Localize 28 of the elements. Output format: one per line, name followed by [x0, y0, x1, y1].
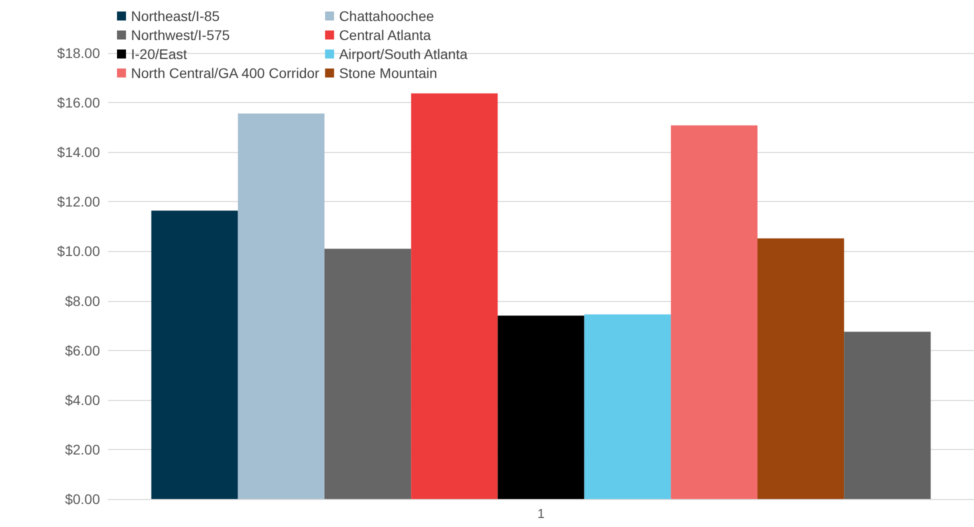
legend-label: Airport/South Atlanta	[339, 46, 468, 62]
bar	[411, 93, 498, 499]
y-tick-label: $0.00	[64, 491, 100, 507]
y-tick-label: $16.00	[57, 94, 100, 111]
legend-label: Chattahoochee	[339, 8, 434, 24]
y-tick-label: $4.00	[64, 392, 100, 408]
y-tick-label: $12.00	[57, 194, 100, 210]
legend-label: Stone Mountain	[339, 65, 438, 81]
legend-label: I-20/East	[131, 46, 188, 62]
bar	[498, 316, 584, 499]
bar	[584, 314, 671, 499]
legend-label: Northeast/I-85	[131, 8, 220, 24]
y-tick-label: $2.00	[64, 441, 100, 458]
y-tick-label: $14.00	[57, 144, 100, 160]
bar	[151, 210, 238, 499]
bar	[670, 125, 758, 499]
y-tick-label: $18.00	[57, 45, 100, 61]
bar	[844, 332, 931, 499]
x-tick-label: 1	[537, 506, 545, 521]
bar	[758, 238, 844, 499]
legend-label: Northwest/I-575	[131, 27, 230, 43]
bar	[238, 113, 324, 499]
y-tick-label: $6.00	[64, 342, 100, 358]
legend-label: North Central/GA 400 Corridor	[131, 65, 320, 81]
y-tick-label: $8.00	[64, 292, 100, 309]
legend-label: Central Atlanta	[339, 27, 432, 43]
y-tick-label: $10.00	[57, 243, 100, 260]
bar	[324, 248, 412, 499]
